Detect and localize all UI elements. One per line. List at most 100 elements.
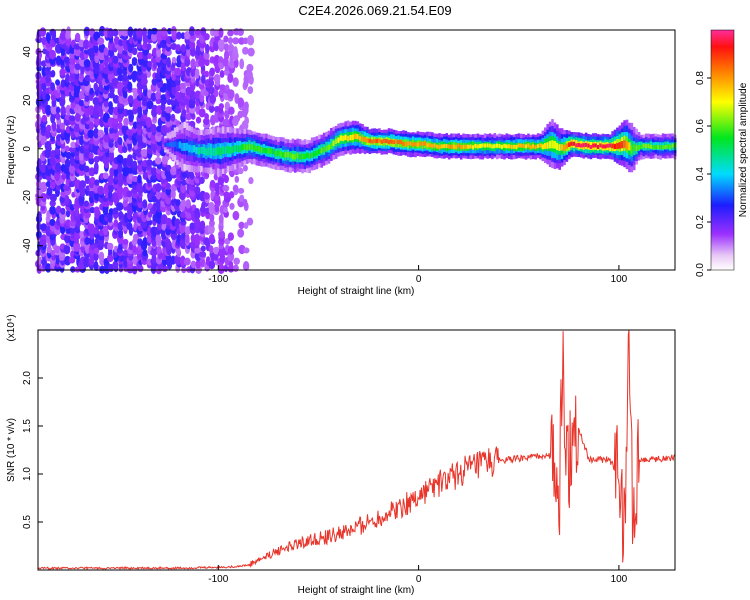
spectrogram-cell (479, 143, 482, 149)
spectrogram-cell (214, 182, 220, 192)
spectrogram-cell (176, 142, 179, 149)
spectrogram-cell (289, 152, 292, 158)
spectrogram-cell (534, 145, 537, 150)
spectrogram-cell (346, 135, 350, 142)
spectrogram-cell (244, 116, 249, 126)
spectrogram-cell (165, 187, 172, 196)
spectrogram-cell (274, 150, 278, 157)
spectrogram-cell (109, 167, 115, 177)
spectrogram-cell (209, 179, 216, 188)
spectrogram-cell (116, 202, 124, 211)
spectrogram-cell (50, 70, 56, 78)
spectrogram-cell (231, 145, 235, 153)
spectrogram-cell (190, 260, 197, 269)
spectrogram-cell (431, 144, 434, 149)
spectrogram-cell (61, 173, 67, 180)
spectrogram-cell (190, 58, 196, 70)
spectrogram-cell (243, 247, 250, 254)
spectrogram-cell (269, 148, 273, 154)
spectrogram-cell (208, 260, 216, 270)
spectrogram-cell (141, 83, 148, 91)
spectrogram-cell (218, 103, 225, 110)
spectrogram-cell (122, 238, 129, 246)
spectrogram-cell (286, 151, 290, 158)
spectrogram-cell (306, 152, 309, 158)
spectrogram-cell (70, 266, 76, 273)
spectrogram-cell (189, 240, 196, 249)
spectrogram-cell (223, 35, 229, 43)
spectrogram-cell (175, 44, 181, 52)
spectrogram-cell (45, 93, 51, 102)
spectrogram-cell (227, 89, 235, 100)
spectrogram-cell (402, 141, 405, 146)
spectrogram-cell (185, 199, 191, 209)
spectrogram-cell (69, 52, 75, 59)
spectrogram-cell (87, 223, 95, 231)
spectrogram-cell (218, 27, 224, 39)
spectrogram-cell (242, 261, 250, 272)
spectrogram-cell (608, 143, 612, 148)
spectrogram-cell (209, 213, 215, 223)
y-tick-label: -20 (22, 190, 33, 205)
spectrogram-cell (117, 121, 123, 130)
spectrogram-cell (207, 224, 215, 235)
spectrogram-cell (70, 141, 76, 149)
figure-title: C2E4.2026.069.21.54.E09 (298, 3, 451, 18)
spectrogram-cell (218, 56, 224, 64)
spectrogram-cell (363, 137, 367, 142)
spectrogram-cell (294, 154, 297, 160)
spectrogram-cell (181, 143, 184, 151)
spectrogram-cells (35, 25, 677, 275)
spectrogram-cell (233, 264, 239, 272)
spectrogram-cell (239, 58, 245, 70)
spectrogram-cell (155, 97, 162, 105)
spectrogram-cell (112, 260, 119, 270)
spectrogram-cell (117, 221, 124, 231)
spectrogram-cell (213, 172, 219, 181)
spectrogram-cell (190, 89, 196, 100)
spectrogram-cell (592, 143, 595, 148)
spectrogram-cell (173, 141, 177, 148)
spectrogram-cell (113, 219, 119, 227)
y-tick-label: 2.0 (22, 371, 33, 385)
spectrogram-cell (233, 257, 240, 265)
spectrogram-cell (64, 194, 70, 206)
spectrogram-cell (116, 81, 124, 91)
spectrogram-cell (232, 210, 240, 221)
spectrogram-cell (69, 219, 77, 227)
spectrogram-cell (385, 139, 388, 144)
spectrogram-panel: -100 0 100 -40 -20 0 20 40 Height of straight … (6, 25, 677, 297)
spectrogram-cell (342, 135, 345, 142)
spectrogram-cell (529, 145, 533, 150)
spectrogram-cell (97, 185, 105, 196)
spectrogram-cell (46, 186, 53, 197)
spectrogram-cell (325, 145, 328, 152)
spectrogram-cell (411, 142, 415, 147)
spectrogram-cell (175, 199, 181, 207)
spectrogram-cell (218, 214, 224, 224)
spectrogram-cell (59, 122, 66, 130)
spectrogram-cell (433, 143, 437, 148)
spectrogram-cell (106, 242, 114, 251)
spectrogram-cell (41, 81, 47, 91)
spectrogram-x-ticks: -100 0 100 (208, 265, 628, 285)
spectrogram-cell (227, 251, 235, 262)
spectrogram-cell (219, 204, 225, 215)
spectrogram-cell (623, 140, 626, 148)
spectrogram-cell (227, 43, 235, 52)
colorbar-tick-label: 0.8 (695, 71, 706, 85)
spectrogram-cell (310, 152, 314, 158)
spectrogram-cell (190, 145, 194, 153)
spectrogram-cell (160, 27, 168, 37)
spectrogram-cell (232, 46, 238, 58)
spectrogram-cell (587, 143, 590, 148)
spectrogram-cell (380, 139, 384, 144)
spectrogram-cell (93, 127, 100, 139)
spectrogram-cell (116, 67, 123, 76)
spectrogram-cell (397, 140, 400, 145)
spectrogram-cell (63, 184, 71, 192)
spectrogram-cell (265, 147, 268, 154)
spectrogram-cell (406, 141, 410, 146)
spectrogram-cell (198, 176, 205, 184)
